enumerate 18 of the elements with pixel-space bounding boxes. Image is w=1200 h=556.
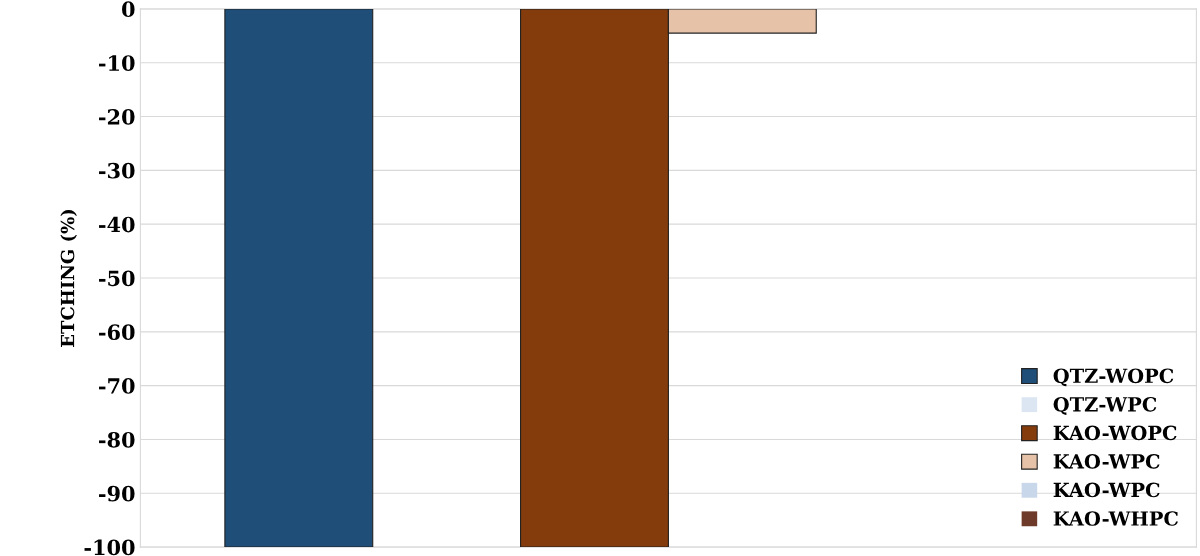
legend-label: QTZ-WOPC xyxy=(1053,368,1174,387)
y-axis-title: ETCHING (%) xyxy=(60,209,77,347)
y-tick-label: -70 xyxy=(99,378,135,394)
legend-label: KAO-WPC xyxy=(1053,454,1160,469)
legend-label: QTZ-WPC xyxy=(1053,396,1157,415)
y-tick-label: 0 xyxy=(122,1,135,18)
y-tick-label: -30 xyxy=(99,162,135,179)
y-tick-label: -10 xyxy=(99,55,135,71)
y-tick-label: -60 xyxy=(99,324,135,341)
y-tick-label: -40 xyxy=(99,216,135,233)
y-tick-label: -100 xyxy=(84,539,135,556)
legend-label: KAO-WHPC xyxy=(1053,511,1178,526)
legend-label: KAO-WOPC xyxy=(1053,425,1177,441)
y-tick-label: -20 xyxy=(99,108,135,125)
legend-label: KAO-WPC xyxy=(1053,482,1160,498)
y-tick-label: -90 xyxy=(99,485,135,502)
y-tick-label: -50 xyxy=(99,270,135,287)
y-tick-label: -80 xyxy=(99,431,135,448)
